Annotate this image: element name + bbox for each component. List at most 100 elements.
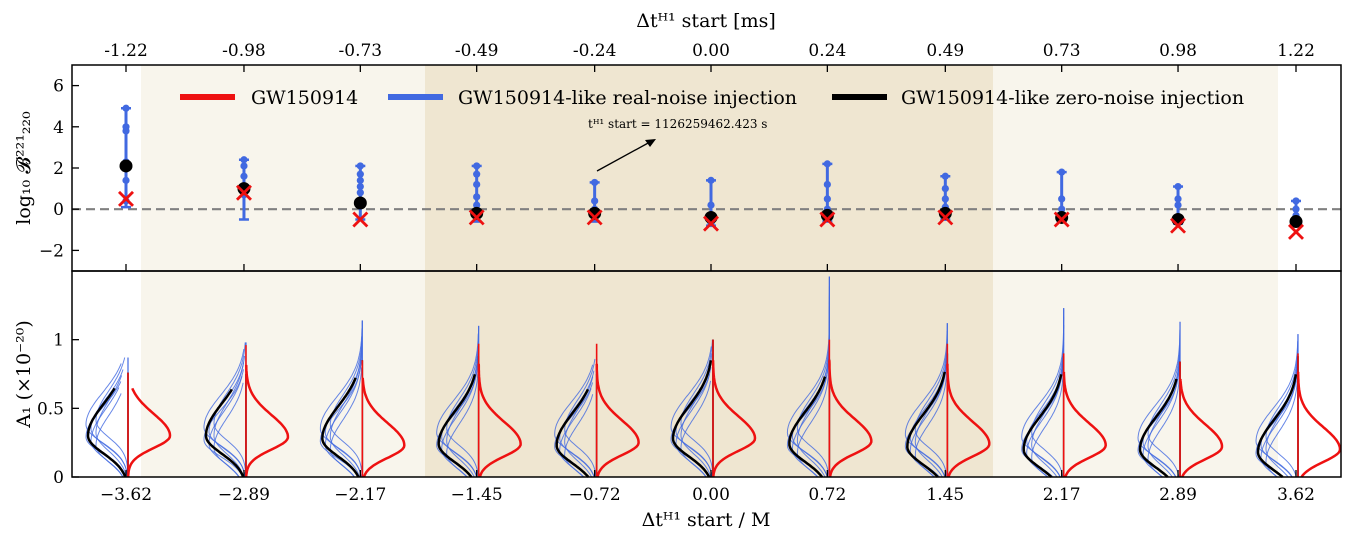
- real-noise-posterior-curve: [1031, 358, 1065, 478]
- bottom-axis-tick-label: 0.00: [692, 485, 730, 505]
- real-noise-posterior-curve: [319, 328, 363, 478]
- bottom-y-tick-label: 0.5: [37, 399, 64, 419]
- zero-noise-posterior-curve: [1138, 378, 1178, 478]
- annotation-arrow-line: [596, 141, 651, 172]
- real-noise-point: [941, 172, 949, 180]
- top-y-tick-label: 2: [53, 159, 64, 179]
- annotation: tᴴ¹ start = 1126259462.423 s: [588, 117, 767, 172]
- real-noise-posterior-curve: [1137, 329, 1181, 478]
- zero-noise-point: [470, 206, 484, 220]
- top-axis-tick-label: -0.98: [222, 41, 266, 61]
- zero-noise-posterior-curve: [788, 376, 827, 478]
- bottom-axis-tick-label: −3.62: [100, 485, 152, 505]
- zero-noise-point: [119, 159, 133, 173]
- real-noise-posterior-curve: [904, 330, 948, 478]
- real-noise-posterior-curve: [564, 394, 594, 478]
- real-noise-point: [1292, 197, 1300, 205]
- real-noise-posterior-curve: [564, 358, 597, 478]
- top-axis-label: Δtᴴ¹ start [ms]: [636, 10, 776, 32]
- bottom-y-axis-label: A₁ (×10⁻²⁰): [13, 320, 35, 429]
- gw150914-posterior-curve: [1179, 378, 1224, 478]
- gw150914-cross-stroke: [235, 184, 252, 201]
- top-plot-data: [72, 104, 1341, 240]
- real-noise-point: [707, 176, 715, 184]
- real-noise-point: [1058, 205, 1066, 213]
- real-noise-point: [473, 170, 481, 178]
- top-y-tick-label: −2: [39, 241, 64, 261]
- gw150914-posterior-curve: [477, 363, 522, 478]
- bottom-panel-frame: [71, 270, 1342, 478]
- real-noise-point: [356, 162, 364, 170]
- gw150914-posterior-curve: [1062, 371, 1107, 478]
- real-noise-point: [122, 176, 130, 184]
- gw150914-posterior-curve: [828, 360, 873, 478]
- gw150914-cross-stroke: [1170, 217, 1187, 234]
- zero-noise-posterior-curve: [1256, 374, 1298, 478]
- bottom-y-tick-label: 0: [53, 468, 64, 488]
- zero-noise-posterior-curve: [671, 360, 713, 478]
- gw150914-cross: [235, 184, 252, 201]
- top-axis-tick-label: 0.98: [1159, 41, 1197, 61]
- zero-noise-point: [938, 206, 952, 220]
- real-noise-posterior-curve: [1265, 334, 1299, 478]
- real-noise-posterior-curve: [1265, 376, 1298, 478]
- gw150914-cross: [703, 215, 719, 232]
- bottom-axis-tick-label: −2.17: [334, 485, 386, 505]
- real-noise-point: [1174, 182, 1182, 191]
- gw150914-posterior-curve: [244, 364, 290, 478]
- top-y-tick-label: 4: [53, 118, 64, 138]
- real-noise-point: [356, 182, 364, 191]
- bottom-plot-data: [85, 276, 1342, 478]
- gw150914-cross-stroke: [468, 209, 485, 226]
- legend-label-gw150914: GW150914: [251, 87, 358, 109]
- legend-label-real-noise: GW150914-like real-noise injection: [458, 87, 797, 109]
- real-noise-posterior-curve: [95, 357, 129, 477]
- gw150914-cross: [118, 190, 134, 207]
- real-noise-posterior-curve: [329, 320, 363, 478]
- top-axis-tick-label: 1.22: [1277, 41, 1315, 61]
- real-noise-point: [240, 162, 248, 170]
- real-noise-point: [240, 172, 248, 180]
- top-axis-tick-label: -0.73: [339, 41, 383, 61]
- gw150914-posterior-curve: [361, 377, 406, 478]
- real-noise-posterior-curve: [1147, 368, 1181, 478]
- real-noise-posterior-curve: [85, 363, 128, 478]
- shaded-bands: [141, 65, 1278, 477]
- zero-noise-posterior-curve: [1022, 374, 1063, 478]
- zero-noise-posterior-curve: [204, 388, 245, 478]
- real-noise-posterior-curve: [436, 333, 479, 478]
- real-noise-point: [1174, 201, 1182, 209]
- gw150914-cross: [352, 211, 369, 228]
- gw150914-cross-stroke: [352, 211, 369, 228]
- real-noise-posterior-curve: [554, 364, 595, 478]
- gw150914-cross-stroke: [937, 209, 954, 226]
- bottom-axis-tick-label: 2.17: [1043, 485, 1081, 505]
- legend: GW150914 GW150914-like real-noise inject…: [180, 87, 1244, 109]
- real-noise-posterior-curve: [436, 356, 479, 478]
- zero-noise-posterior-curve: [555, 388, 590, 478]
- top-axis-tick-label: -0.49: [455, 41, 499, 61]
- real-noise-posterior-curve: [203, 349, 246, 478]
- gw150914-posterior-curve: [595, 363, 640, 478]
- bottom-axis-tick-label: 2.89: [1159, 485, 1197, 505]
- top-axis-tick-label: -0.24: [573, 41, 617, 61]
- gw150914-cross-stroke: [703, 215, 719, 232]
- gw150914-cross-stroke: [819, 211, 836, 228]
- real-noise-point: [591, 197, 599, 205]
- bottom-axis-tick-label: −2.89: [218, 485, 270, 505]
- gw150914-cross: [937, 209, 954, 226]
- gw150914-cross-stroke: [1053, 211, 1070, 228]
- real-noise-point: [1292, 205, 1300, 213]
- band-dark-top: [425, 65, 993, 271]
- real-noise-posterior-curve: [319, 351, 363, 478]
- legend-label-zero-noise: GW150914-like zero-noise injection: [901, 87, 1244, 109]
- gw150914-cross: [468, 209, 485, 226]
- zero-noise-posterior-curve: [437, 373, 477, 478]
- bottom-axis-tick-label: 0.72: [808, 485, 846, 505]
- gw150914-posterior-curve: [946, 363, 991, 478]
- bottom-axis-tick-label: 3.62: [1277, 485, 1315, 505]
- gw150914-cross-stroke: [1288, 223, 1304, 240]
- annotation-arrow-head: [645, 139, 656, 147]
- real-noise-point: [823, 195, 831, 203]
- real-noise-point: [941, 185, 949, 193]
